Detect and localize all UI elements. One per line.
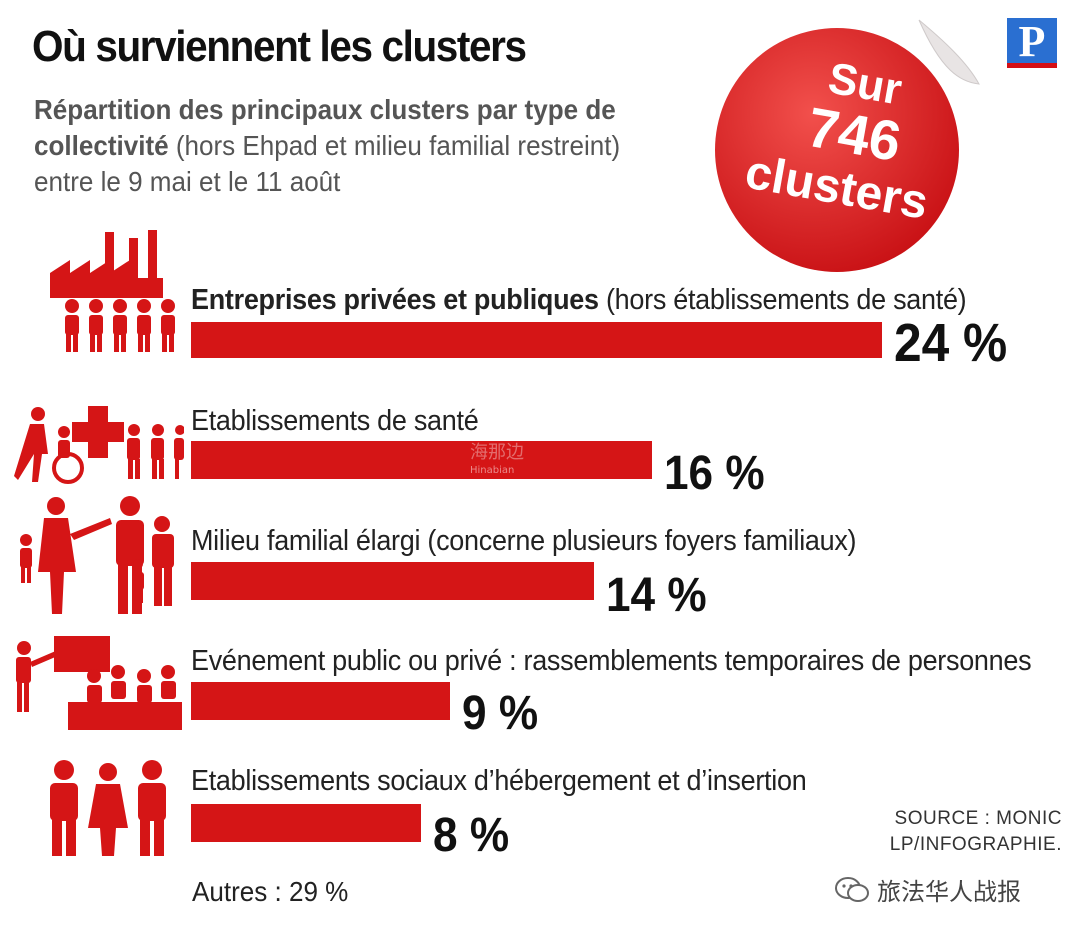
source-credit: SOURCE : MONIC LP/INFOGRAPHIE. xyxy=(890,806,1062,858)
category-label-rest: (hors établissements de santé) xyxy=(598,284,967,316)
category-label-evenement: Evénement public ou privé : rassemblemen… xyxy=(191,645,1032,678)
category-label-rest: Milieu familial élargi (concerne plusieu… xyxy=(191,525,857,557)
event-audience-icon xyxy=(16,636,182,730)
source-line-2: LP/INFOGRAPHIE. xyxy=(889,834,1062,855)
bar-entreprises xyxy=(191,322,883,358)
value-label-familial: 14 % xyxy=(606,569,707,622)
page-title: Où surviennent les clusters xyxy=(32,22,527,71)
value-label-sante: 16 % xyxy=(663,447,765,500)
total-clusters-sticker: Sur 746 clusters xyxy=(715,19,980,272)
category-label-rest: Etablissements de santé xyxy=(191,405,479,437)
value-label-evenement: 9 % xyxy=(462,687,539,740)
category-label-rest: Evénement public ou privé : rassemblemen… xyxy=(191,645,1032,677)
page-subtitle: Répartition des principaux clusters par … xyxy=(34,92,685,200)
category-label-rest: Etablissements sociaux d’hébergement et … xyxy=(191,765,807,797)
category-label-sante: Etablissements de santé xyxy=(191,405,479,438)
category-label-familial: Milieu familial élargi (concerne plusieu… xyxy=(191,525,857,558)
value-label-sociaux: 8 % xyxy=(433,809,510,862)
wechat-icon xyxy=(835,876,869,902)
hinabian-watermark: 海那边 Hinabian xyxy=(470,444,524,480)
bar-familial xyxy=(191,562,595,600)
family-icon xyxy=(20,496,174,614)
bar-sante xyxy=(191,441,652,479)
value-label-entreprises: 24 % xyxy=(894,313,1008,373)
sticker-circle xyxy=(715,28,959,272)
watermark-cn: 海那边 xyxy=(470,442,524,463)
wechat-account-name: 旅法华人战报 xyxy=(877,878,1021,906)
subtitle-bold: Répartition des principaux clusters par … xyxy=(34,94,616,161)
watermark-en: Hinabian xyxy=(470,465,515,476)
category-label-sociaux: Etablissements sociaux d’hébergement et … xyxy=(191,765,807,798)
sticker-peel xyxy=(918,19,980,85)
category-label-bold: Entreprises privées et publiques xyxy=(191,284,599,316)
factory-workers-icon xyxy=(50,230,175,352)
other-share-label: Autres : 29 % xyxy=(192,876,349,907)
bar-sociaux xyxy=(191,804,422,842)
healthcare-icon xyxy=(14,406,184,484)
subtitle-rest: (hors Ehpad et milieu familial restreint… xyxy=(34,130,621,197)
source-line-1: SOURCE : MONIC xyxy=(894,808,1062,829)
wechat-account: 旅法华人战报 xyxy=(835,872,1021,907)
bar-evenement xyxy=(191,682,451,720)
category-label-entreprises: Entreprises privées et publiques (hors é… xyxy=(191,284,967,317)
le-parisien-logo: P xyxy=(1007,18,1057,68)
people-group-icon xyxy=(50,760,166,856)
